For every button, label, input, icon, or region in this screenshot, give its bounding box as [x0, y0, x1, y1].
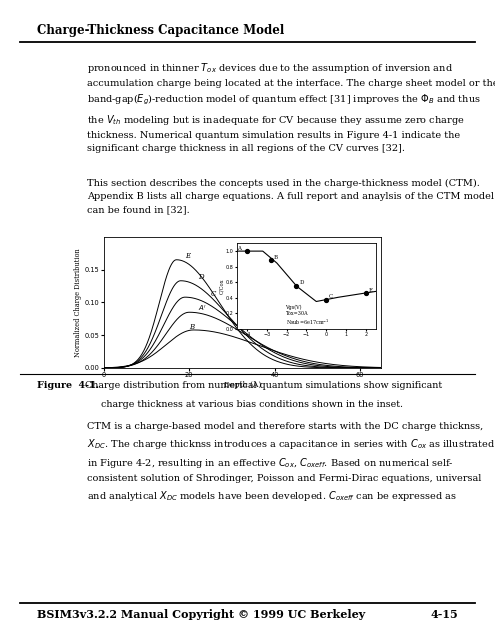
- Text: $A'$: $A'$: [198, 303, 207, 313]
- Text: Figure  4-1.: Figure 4-1.: [37, 381, 99, 390]
- Text: BSIM3v3.2.2 Manual Copyright © 1999 UC Berkeley: BSIM3v3.2.2 Manual Copyright © 1999 UC B…: [37, 609, 365, 620]
- Text: C: C: [210, 290, 216, 298]
- Text: E: E: [185, 252, 190, 260]
- Text: charge thickness at various bias conditions shown in the inset.: charge thickness at various bias conditi…: [101, 400, 403, 409]
- Text: Charge-Thickness Capacitance Model: Charge-Thickness Capacitance Model: [37, 24, 284, 37]
- Text: CTM is a charge-based model and therefore starts with the DC charge thicknss,
$X: CTM is a charge-based model and therefor…: [87, 422, 495, 503]
- X-axis label: Depth (A): Depth (A): [224, 381, 261, 389]
- Text: 4-15: 4-15: [430, 609, 458, 620]
- Text: Charge distribution from numerical quantum simulations show significant: Charge distribution from numerical quant…: [79, 381, 443, 390]
- Text: pronounced in thinner $T_{ox}$ devices due to the assumption of inversion and
ac: pronounced in thinner $T_{ox}$ devices d…: [87, 61, 495, 152]
- Text: This section describes the concepts used in the charge-thickness model (CTM).
Ap: This section describes the concepts used…: [87, 179, 494, 214]
- Text: B: B: [189, 323, 195, 331]
- Text: D: D: [198, 273, 203, 281]
- Y-axis label: Normalized Charge Distribution: Normalized Charge Distribution: [74, 248, 82, 356]
